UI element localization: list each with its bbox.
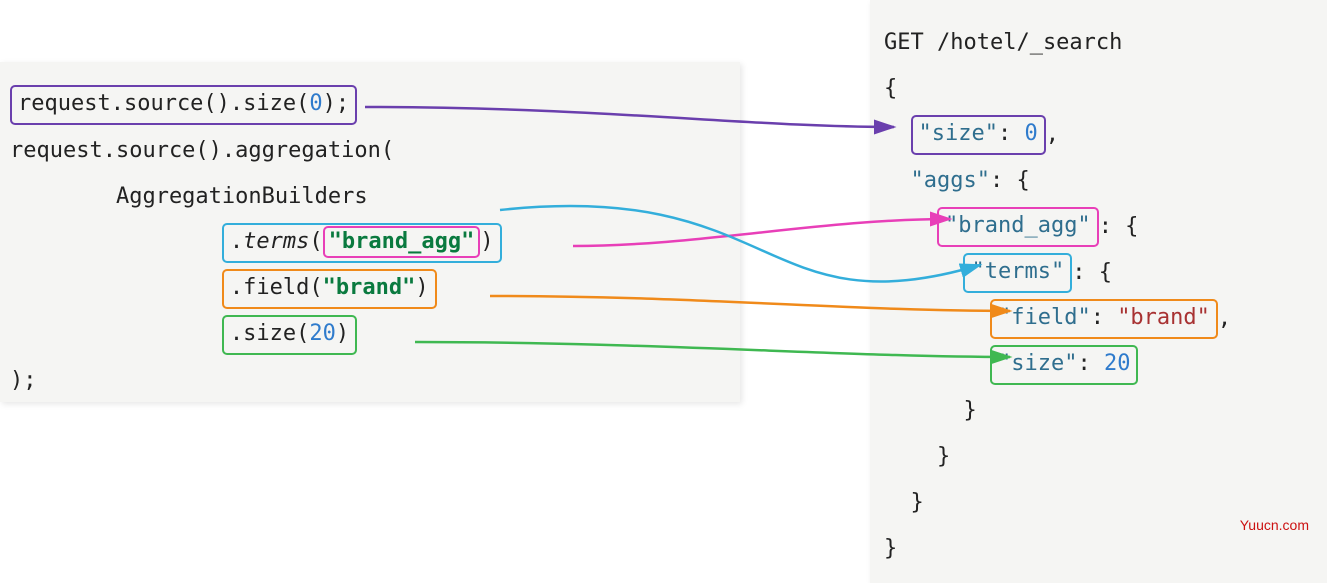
code-line-4: .terms( "brand_agg") xyxy=(10,220,730,266)
comma: , xyxy=(1218,306,1231,331)
brand-str: "brand" xyxy=(323,275,416,300)
dot: . xyxy=(230,229,243,254)
watermark: Yuucn.com xyxy=(1240,517,1309,533)
size-prefix: .size( xyxy=(230,321,309,346)
k: "terms" xyxy=(971,259,1064,284)
box-size20: .size(20) xyxy=(222,315,357,355)
json-field-line: "field": "brand", xyxy=(884,296,1313,342)
json-terms-line: "terms" : { xyxy=(884,250,1313,296)
c: : xyxy=(1077,351,1104,376)
c: : xyxy=(998,121,1025,146)
json-brandagg-line: "brand_agg" : { xyxy=(884,204,1313,250)
text: request.source().size( xyxy=(18,91,309,116)
json-close2: } xyxy=(884,434,1313,480)
pc: ) xyxy=(480,229,493,254)
zero: 0 xyxy=(309,91,322,116)
json-size-line: "size": 0, xyxy=(884,112,1313,158)
box-terms: .terms( "brand_agg") xyxy=(222,223,502,263)
json-aggs-line: "aggs": { xyxy=(884,158,1313,204)
c: : xyxy=(1091,305,1118,330)
brand-agg-str: "brand_agg" xyxy=(329,229,475,254)
aggs-key: "aggs" xyxy=(911,168,990,193)
field-suffix: ) xyxy=(415,275,428,300)
code-line-6: .size(20) xyxy=(10,312,730,358)
json-l1: GET /hotel/_search xyxy=(884,20,1313,66)
field-prefix: .field( xyxy=(230,275,323,300)
comma: , xyxy=(1046,122,1059,147)
java-code-panel: request.source().size(0); request.source… xyxy=(0,62,740,402)
code-line-7: ); xyxy=(10,358,730,404)
code-line-5: .field("brand") xyxy=(10,266,730,312)
after: : { xyxy=(1099,214,1139,239)
box-brand-agg: "brand_agg" xyxy=(323,226,481,258)
size-suffix: ) xyxy=(336,321,349,346)
json-size2-line: "size": 20 xyxy=(884,342,1313,388)
box-json-size2: "size": 20 xyxy=(990,345,1138,385)
k: "size" xyxy=(919,121,998,146)
code-line-3: AggregationBuilders xyxy=(10,174,730,220)
k: "size" xyxy=(998,351,1077,376)
aggs-after: : { xyxy=(990,168,1030,193)
po: ( xyxy=(309,229,322,254)
box-json-terms: "terms" xyxy=(963,253,1072,293)
k: "brand_agg" xyxy=(945,213,1091,238)
after: : { xyxy=(1072,260,1112,285)
box-json-field: "field": "brand" xyxy=(990,299,1218,339)
box-json-brandagg: "brand_agg" xyxy=(937,207,1099,247)
code-line-1: request.source().size(0); xyxy=(10,82,730,128)
json-l2: { xyxy=(884,66,1313,112)
twenty: 20 xyxy=(309,321,336,346)
v: "brand" xyxy=(1117,305,1210,330)
v: 0 xyxy=(1024,121,1037,146)
v: 20 xyxy=(1104,351,1131,376)
box-json-size: "size": 0 xyxy=(911,115,1046,155)
json-close1: } xyxy=(884,388,1313,434)
paren: ); xyxy=(323,91,350,116)
box-size-call: request.source().size(0); xyxy=(10,85,357,125)
box-field: .field("brand") xyxy=(222,269,437,309)
json-panel: GET /hotel/_search { "size": 0, "aggs": … xyxy=(870,0,1327,583)
k: "field" xyxy=(998,305,1091,330)
code-line-2: request.source().aggregation( xyxy=(10,128,730,174)
method-terms: terms xyxy=(243,229,309,254)
